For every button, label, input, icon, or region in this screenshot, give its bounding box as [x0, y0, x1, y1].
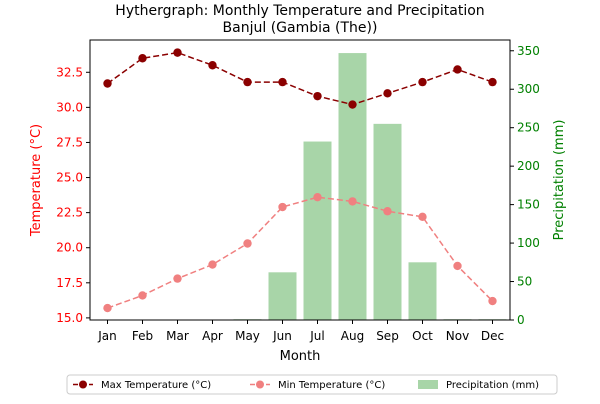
left-tick-label: 20.0	[56, 241, 83, 255]
x-tick-label-nov: Nov	[446, 329, 469, 343]
right-tick-label: 150	[517, 198, 540, 212]
x-tick-label-may: May	[235, 329, 260, 343]
min-temp-point-sep	[383, 207, 392, 216]
max-temp-point-jul	[313, 91, 322, 101]
max-temp-point-mar	[173, 48, 182, 57]
x-tick-label-dec: Dec	[481, 329, 504, 343]
max-temp-point-jan	[103, 79, 112, 88]
right-tick-label: 350	[517, 44, 540, 58]
max-temp-point-aug	[348, 100, 357, 109]
x-axis: Jan Feb Mar Apr May Jun Jul Aug Sep Oct Nov Dec	[97, 320, 504, 343]
left-tick-label: 15.0	[56, 311, 83, 325]
x-tick-label-sep: Sep	[376, 329, 399, 343]
x-tick-label-jun: Jun	[272, 329, 292, 343]
min-temp-point-oct	[418, 212, 427, 222]
legend-marker-swatch	[256, 380, 264, 389]
legend-marker-swatch	[79, 380, 87, 389]
legend: Max Temperature (°C) Min Temperature (°C)…	[66, 374, 558, 395]
temperature-lines	[103, 48, 497, 313]
legend-items: Max Temperature (°C) Min Temperature (°C)…	[73, 380, 539, 391]
chart-title: Hythergraph: Monthly Temperature and Pre…	[115, 3, 484, 19]
max-temp-point-nov	[453, 65, 462, 74]
chart-subtitle: Banjul (Gambia (The))	[223, 20, 378, 36]
min-temp-point-apr	[208, 260, 217, 269]
x-tick-label-feb: Feb	[132, 329, 153, 343]
min-temp-point-feb	[138, 291, 147, 300]
left-tick-label: 30.0	[56, 100, 83, 114]
right-axis-label: Precipitation (mm)	[552, 120, 567, 241]
legend-label: Min Temperature (°C)	[278, 380, 385, 391]
left-tick-label: 17.5	[56, 276, 83, 290]
right-tick-label: 50	[517, 275, 532, 289]
min-temp-point-aug	[348, 197, 357, 206]
right-tick-label: 200	[517, 159, 540, 173]
max-temp-point-may	[243, 77, 252, 87]
max-temp-point-dec	[488, 77, 497, 87]
plot-frame	[89, 39, 511, 321]
legend-label: Max Temperature (°C)	[101, 380, 211, 391]
precipitation-bar-jun	[268, 272, 297, 320]
max-temp-point-jun	[278, 77, 287, 87]
x-tick-label-mar: Mar	[166, 329, 189, 343]
max-temp-point-sep	[383, 89, 392, 98]
precipitation-bar-sep	[373, 123, 402, 320]
x-tick-label-jul: Jul	[309, 329, 324, 343]
max-temp-line	[107, 51, 493, 106]
min-temp-point-dec	[488, 296, 497, 306]
precipitation-bar-oct	[408, 262, 437, 320]
x-tick-label-apr: Apr	[202, 329, 223, 343]
legend-bar-swatch	[418, 380, 438, 389]
legend-box	[66, 374, 558, 395]
right-tick-label: 100	[517, 236, 540, 250]
precipitation-bars	[233, 53, 507, 320]
x-tick-label-oct: Oct	[412, 329, 433, 343]
x-tick-label-jan: Jan	[97, 329, 117, 343]
x-axis-label: Month	[280, 349, 321, 364]
x-tick-label-aug: Aug	[341, 329, 364, 343]
precipitation-bar-jul	[303, 141, 332, 320]
min-temp-point-mar	[173, 274, 182, 283]
left-tick-label: 27.5	[56, 135, 83, 149]
right-tick-label: 300	[517, 82, 540, 96]
min-temp-point-jun	[278, 202, 287, 212]
precipitation-bar-aug	[338, 53, 367, 320]
right-axis: 0 50 100 150 200 250 300 350	[510, 44, 540, 327]
max-temp-point-feb	[138, 54, 147, 63]
max-temp-point-oct	[418, 77, 427, 87]
right-tick-label: 250	[517, 121, 540, 135]
min-temp-point-may	[243, 239, 252, 248]
left-tick-label: 25.0	[56, 171, 83, 185]
min-temp-point-nov	[453, 261, 462, 271]
min-temp-point-jan	[103, 303, 112, 313]
right-tick-label: 0	[517, 313, 525, 327]
left-tick-label: 32.5	[56, 65, 83, 79]
max-temp-point-apr	[208, 61, 217, 70]
left-tick-label: 22.5	[56, 206, 83, 220]
left-axis: 15.0 17.5 20.0 22.5 25.0 27.5 30.0 32.5	[56, 65, 90, 325]
min-temp-point-jul	[313, 192, 322, 202]
legend-label: Precipitation (mm)	[446, 380, 539, 391]
left-axis-label: Temperature (°C)	[29, 124, 44, 237]
